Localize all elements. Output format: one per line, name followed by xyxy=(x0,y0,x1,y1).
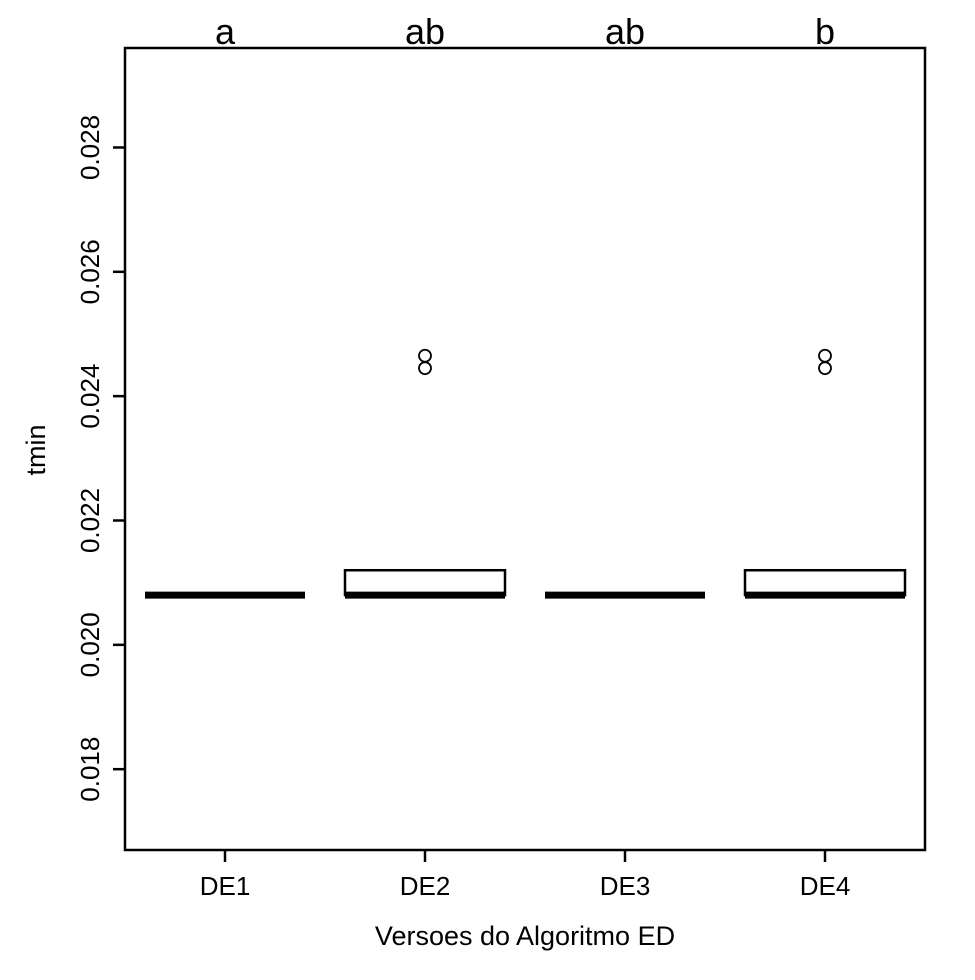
x-axis-title: Versoes do Algoritmo ED xyxy=(375,921,675,951)
group-letter: ab xyxy=(605,11,645,52)
y-tick-label: 0.020 xyxy=(75,612,105,677)
group-letter: ab xyxy=(405,11,445,52)
x-axis: DE1 DE2 DE3 DE4 xyxy=(200,850,851,901)
x-tick-label: DE2 xyxy=(400,871,451,901)
box-de4 xyxy=(743,348,907,599)
x-tick-label: DE3 xyxy=(600,871,651,901)
box-de2 xyxy=(343,348,507,599)
outlier-point xyxy=(818,361,832,376)
y-tick-label: 0.024 xyxy=(75,364,105,429)
plot-border xyxy=(123,46,927,852)
group-letter: a xyxy=(215,11,236,52)
box-iqr xyxy=(343,568,507,597)
x-tick-label: DE1 xyxy=(200,871,251,901)
box-iqr xyxy=(743,568,907,597)
plot-frame xyxy=(123,46,927,852)
y-axis: 0.018 0.020 0.022 0.024 0.026 0.028 xyxy=(75,115,125,802)
outlier-point xyxy=(418,348,432,363)
outlier-point xyxy=(818,348,832,363)
y-axis-title: tmin xyxy=(21,424,51,475)
y-tick-label: 0.018 xyxy=(75,737,105,802)
outlier-point xyxy=(418,361,432,376)
boxes xyxy=(145,348,907,599)
x-tick-label: DE4 xyxy=(800,871,851,901)
group-letter: b xyxy=(815,11,835,52)
y-tick-label: 0.028 xyxy=(75,115,105,180)
y-tick-label: 0.022 xyxy=(75,488,105,553)
y-tick-label: 0.026 xyxy=(75,239,105,304)
group-letters: a ab ab b xyxy=(215,11,835,52)
